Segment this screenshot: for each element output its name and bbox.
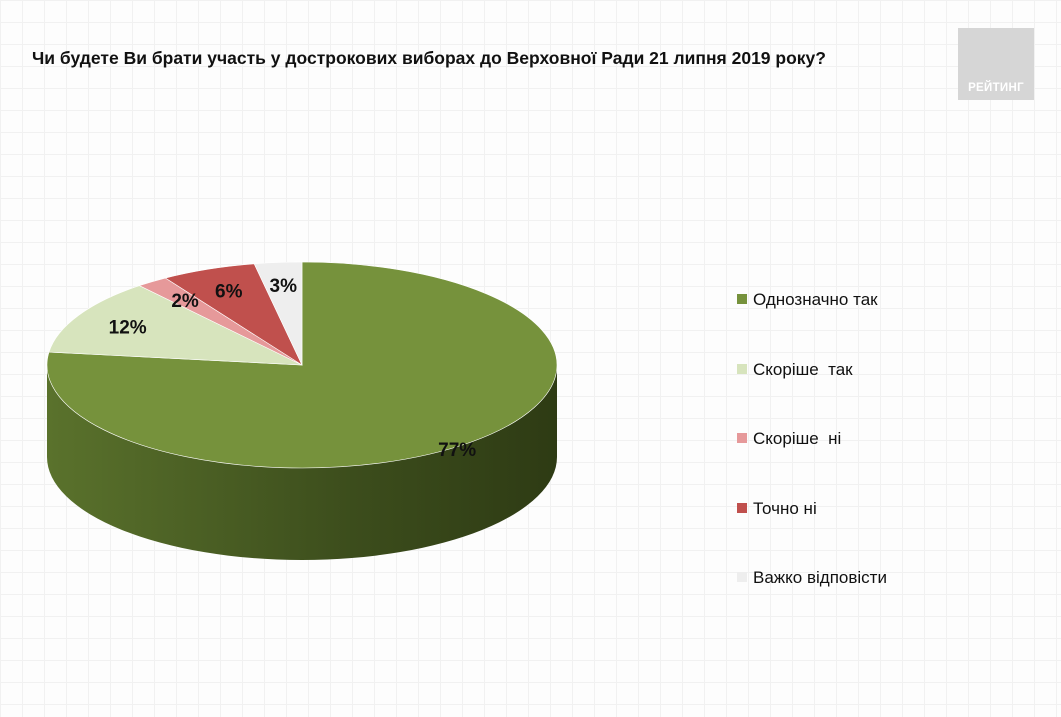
slice-data-label: 12% [109,317,147,338]
chart-title: Чи будете Ви брати участь у дострокових … [32,48,826,68]
legend-item: Однозначно так [737,290,878,310]
rating-logo: РЕЙТИНГ [958,28,1034,100]
legend-label: Скоріше так [753,359,853,379]
legend-label: Скоріше ні [753,429,842,448]
legend-swatch [737,572,747,582]
legend-item: Точно ні [737,499,817,519]
slice-data-label: 77% [438,440,476,461]
legend-item: Скоріше ні [737,429,841,449]
legend-swatch [737,502,747,513]
legend-item: Скоріше так [737,360,853,380]
legend-swatch [737,433,747,443]
slice-data-label: 2% [171,291,199,312]
legend-label: Однозначно так [753,290,878,309]
legend-swatch [737,294,747,304]
pie-slice [48,285,303,366]
logo-text: РЕЙТИНГ [968,82,1024,94]
slice-data-label: 6% [215,281,243,302]
pie-slice [253,261,303,366]
legend-swatch [737,363,747,374]
slice-data-label: 3% [270,276,298,297]
legend-label: Важко відповісти [753,568,887,587]
pie-side-wall [47,365,557,560]
legend-item: Важко відповісти [737,568,887,588]
legend-label: Точно ні [753,498,817,518]
